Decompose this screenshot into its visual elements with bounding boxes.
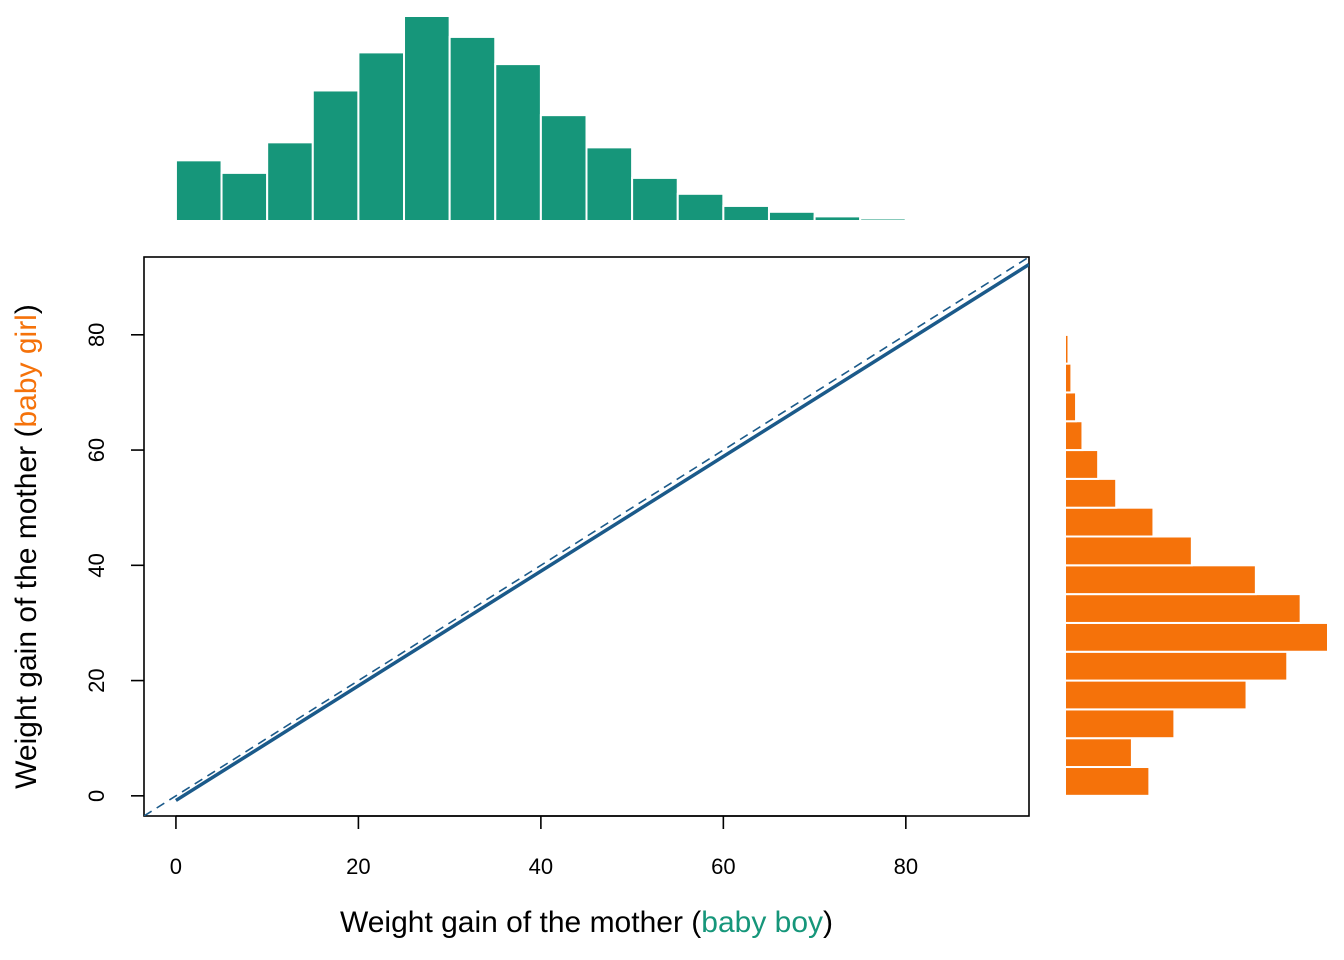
histogram-bar-girl xyxy=(1064,276,1067,307)
right-histogram-baby-girl xyxy=(1064,276,1329,797)
histogram-bar-girl xyxy=(1064,535,1193,567)
x-axis-title-accent: baby boy xyxy=(701,906,823,939)
histogram-bar-girl xyxy=(1064,362,1073,394)
histogram-bar-girl xyxy=(1064,477,1118,509)
top-histogram-baby-boy xyxy=(174,15,953,223)
histogram-bar-boy xyxy=(767,210,816,222)
y-axis-title: Weight gain of the mother (baby girl) xyxy=(10,304,43,789)
histogram-bar-boy xyxy=(904,218,953,223)
histogram-bar-girl xyxy=(1064,766,1151,797)
x-tick-label: 60 xyxy=(711,854,735,879)
histogram-bar-boy xyxy=(676,192,725,222)
histogram-bar-girl xyxy=(1064,593,1302,624)
histogram-bar-girl xyxy=(1064,737,1133,769)
histogram-bar-girl xyxy=(1064,650,1289,682)
x-axis-title: Weight gain of the mother (baby boy) xyxy=(340,906,833,939)
histogram-bar-girl xyxy=(1064,449,1100,480)
y-axis-title-accent: baby girl xyxy=(10,314,43,427)
histogram-bar-boy xyxy=(585,146,634,222)
x-axis: 0 20 40 60 80 xyxy=(170,815,918,879)
y-axis-title-prefix: Weight gain of the mother ( xyxy=(10,428,43,789)
histogram-bar-girl xyxy=(1064,333,1070,365)
histogram-bar-boy xyxy=(859,217,907,222)
x-axis-title-suffix: ) xyxy=(823,906,833,939)
histogram-bar-boy xyxy=(494,63,542,222)
qq-line-solid xyxy=(175,263,1029,802)
histogram-bar-boy xyxy=(813,215,862,223)
histogram-bar-boy xyxy=(266,141,314,222)
histogram-bar-boy xyxy=(220,171,269,222)
y-tick-label: 80 xyxy=(84,323,109,347)
histogram-bar-boy xyxy=(311,89,360,222)
histogram-bar-girl xyxy=(1064,621,1329,653)
histogram-bar-girl xyxy=(1064,564,1257,596)
histogram-bar-boy xyxy=(174,159,223,222)
reference-line-dashed xyxy=(144,257,1029,816)
y-axis-title-suffix: ) xyxy=(10,304,43,314)
x-tick-label: 20 xyxy=(346,854,370,879)
histogram-bar-girl xyxy=(1064,708,1176,740)
y-tick-label: 20 xyxy=(84,668,109,692)
y-tick-label: 60 xyxy=(84,438,109,462)
histogram-bar-boy xyxy=(357,51,406,222)
x-axis-title-prefix: Weight gain of the mother ( xyxy=(340,906,701,939)
histogram-bar-boy xyxy=(722,204,770,223)
y-axis: 0 20 40 60 80 xyxy=(84,323,144,802)
main-qq-plot: 0 20 40 60 80 0 20 40 60 80 xyxy=(84,256,1030,879)
x-tick-label: 0 xyxy=(170,854,182,879)
histogram-bar-girl xyxy=(1064,679,1248,711)
histogram-bar-girl xyxy=(1064,304,1068,336)
histogram-bar-girl xyxy=(1064,506,1155,538)
y-tick-label: 40 xyxy=(84,553,109,577)
y-tick-label: 0 xyxy=(84,790,109,802)
histogram-bar-boy xyxy=(448,35,497,222)
histogram-bar-boy xyxy=(403,15,451,222)
x-tick-label: 80 xyxy=(894,854,918,879)
histogram-bar-girl xyxy=(1064,391,1078,423)
histogram-bar-boy xyxy=(539,114,588,222)
histogram-bar-boy xyxy=(631,176,679,222)
x-tick-label: 40 xyxy=(529,854,553,879)
histogram-bar-girl xyxy=(1064,420,1084,452)
